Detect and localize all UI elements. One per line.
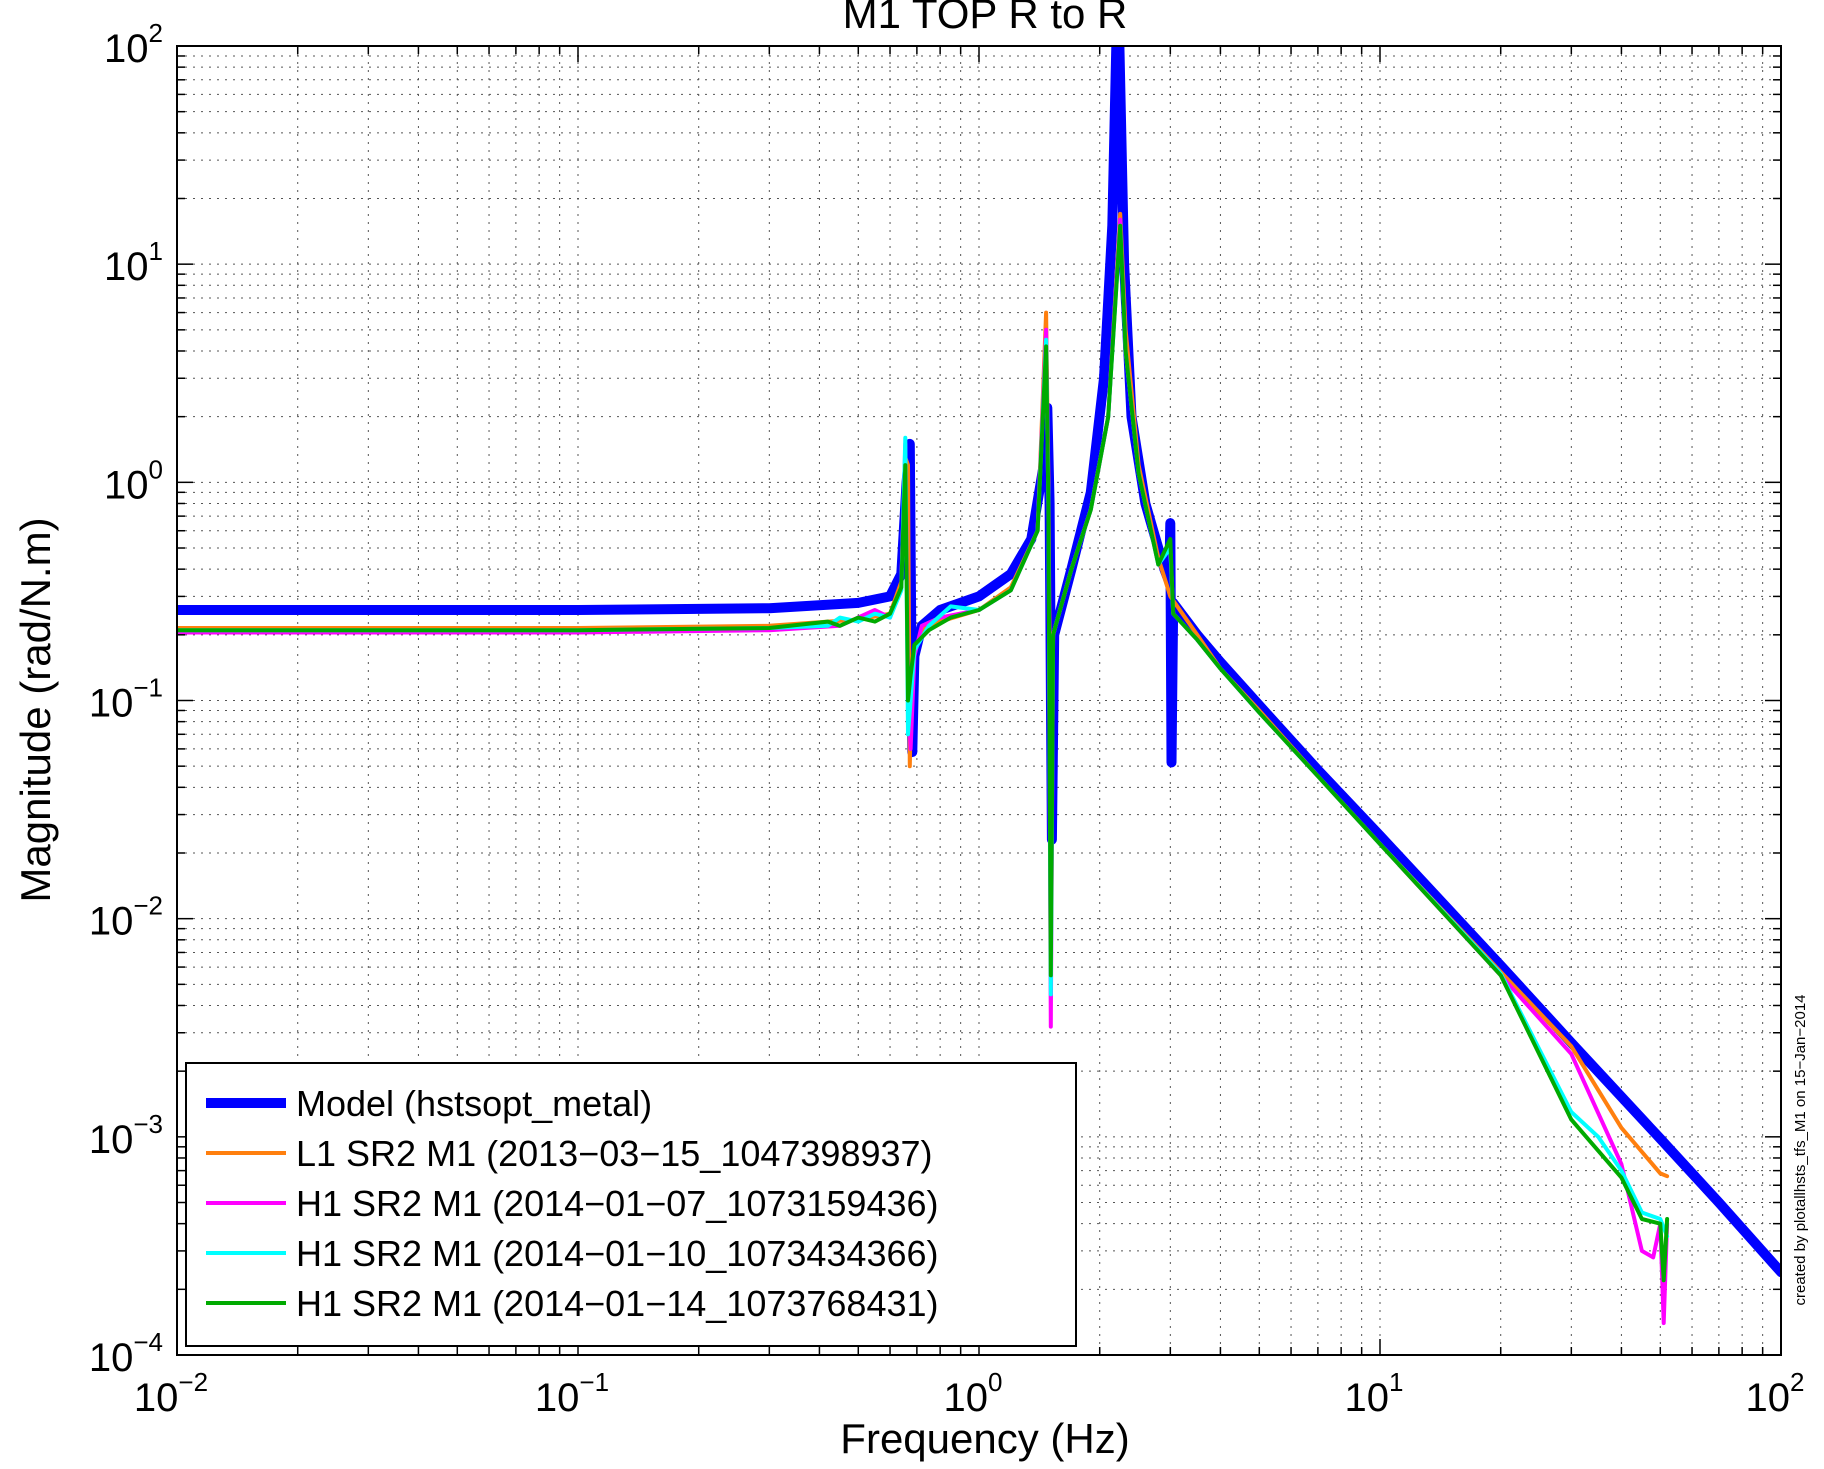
- x-tick-label: 100: [944, 1367, 1003, 1420]
- y-tick-label: 10−3: [89, 1109, 163, 1162]
- y-tick-label: 100: [104, 454, 163, 507]
- series-line-5: [177, 223, 1670, 1283]
- legend-entry: L1 SR2 M1 (2013−03−15_1047398937): [296, 1133, 933, 1174]
- chart-title: M1 TOP R to R: [843, 0, 1128, 37]
- y-tick-labels: 10−4 10−3 10−2 10−1 100 101 102: [89, 18, 163, 1380]
- legend-entry: H1 SR2 M1 (2014−01−07_1073159436): [296, 1183, 939, 1224]
- series-layer: [177, 46, 1781, 1326]
- x-tick-label: 101: [1345, 1367, 1404, 1420]
- credit-note: created by plotallhsts_tfs_M1 on 15−Jan−…: [1792, 994, 1809, 1305]
- x-axis-label: Frequency (Hz): [840, 1415, 1129, 1462]
- y-tick-label: 10−1: [89, 673, 163, 726]
- y-tick-label: 101: [104, 236, 163, 289]
- y-tick-label: 102: [104, 18, 163, 71]
- legend-entry: H1 SR2 M1 (2014−01−10_1073434366): [296, 1233, 939, 1274]
- y-tick-label: 10−2: [89, 891, 163, 944]
- x-tick-label: 102: [1746, 1367, 1805, 1420]
- x-tick-label: 10−1: [535, 1367, 609, 1420]
- y-axis-label: Magnitude (rad/N.m): [12, 517, 59, 902]
- legend-box: [185, 1062, 1077, 1347]
- legend: Model (hstsopt_metal) L1 SR2 M1 (2013−03−…: [185, 1062, 1077, 1347]
- y-tick-label: 10−4: [89, 1327, 163, 1380]
- series-line-1: [177, 46, 1781, 1278]
- tick-marks: [176, 45, 1782, 1356]
- legend-entry: Model (hstsopt_metal): [296, 1083, 652, 1124]
- legend-entry: H1 SR2 M1 (2014−01−14_1073768431): [296, 1283, 939, 1324]
- x-tick-labels: 10−2 10−1 100 101 102: [134, 1367, 1805, 1420]
- x-tick-label: 10−2: [134, 1367, 208, 1420]
